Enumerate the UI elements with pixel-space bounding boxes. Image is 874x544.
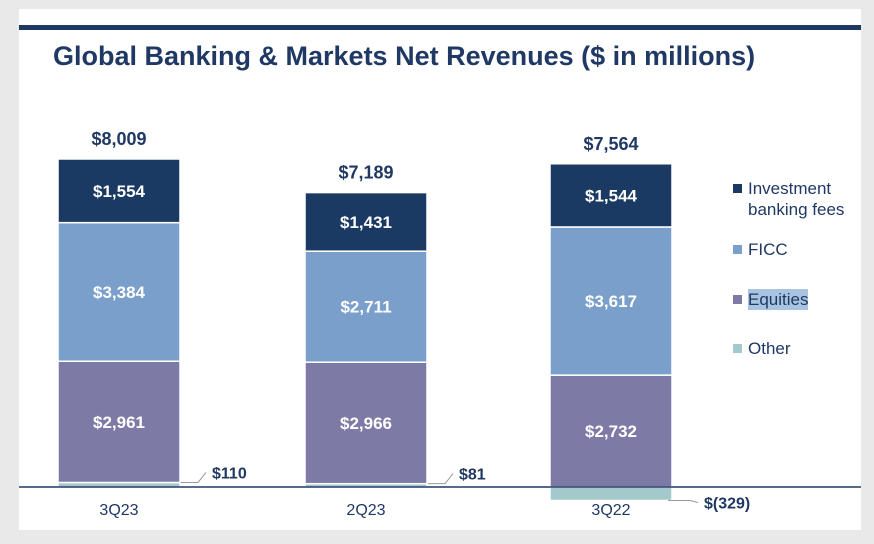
data-label-equities-3q22: $2,732 <box>585 422 637 441</box>
data-label-equities-2q23: $2,966 <box>340 414 392 433</box>
data-label-investment-banking-fees-2q23: $1,431 <box>340 213 392 232</box>
other-callout-line-2q23 <box>423 473 454 485</box>
x-tick-label-3q23: 3Q23 <box>99 502 138 519</box>
legend-label-investment-banking-fees: Investment banking fees <box>748 179 845 219</box>
total-label-3q23: $8,009 <box>91 129 146 149</box>
legend-label-equities: Equities <box>748 289 809 310</box>
legend-item-ficc: FICC <box>733 239 788 260</box>
legend-swatch-equities <box>733 295 742 304</box>
data-label-investment-banking-fees-3q23: $1,554 <box>93 182 146 201</box>
data-label-investment-banking-fees-3q22: $1,544 <box>585 186 638 205</box>
total-label-3q22: $7,564 <box>583 134 638 154</box>
data-label-ficc-3q23: $3,384 <box>93 283 146 302</box>
x-tick-label-2q23: 2Q23 <box>346 502 385 519</box>
total-label-2q23: $7,189 <box>338 163 393 183</box>
x-tick-label-3q22: 3Q22 <box>591 502 630 519</box>
data-label-other-3q23: $110 <box>212 465 247 482</box>
legend-label-other: Other <box>748 339 791 358</box>
slide: Global Banking & Markets Net Revenues ($… <box>19 9 861 530</box>
legend-item-investment-banking-fees: Investment banking fees <box>733 178 855 220</box>
legend-swatch-ficc <box>733 245 742 254</box>
data-label-equities-3q23: $2,961 <box>93 413 145 432</box>
bar-segment-investment-banking-fees-2q23 <box>304 191 428 252</box>
legend-swatch-other <box>733 344 742 353</box>
stacked-bar-chart: $110 $2,961 $3,384 $1,554 $8,009 3Q23 $81 $2,96… <box>19 129 861 519</box>
bar-segment-equities-3q23 <box>57 360 181 484</box>
other-callout-line-3q22 <box>668 499 699 503</box>
bar-segment-other-3q22 <box>549 486 673 502</box>
other-callout-line-3q23 <box>176 472 207 483</box>
bar-segment-investment-banking-fees-3q22 <box>549 163 673 228</box>
top-rule <box>19 25 861 30</box>
chart-title: Global Banking & Markets Net Revenues ($… <box>53 41 756 71</box>
legend-label-ficc: FICC <box>748 240 788 259</box>
bar-segment-ficc-3q23 <box>57 221 181 362</box>
bar-segment-ficc-3q22 <box>549 226 673 376</box>
data-label-ficc-3q22: $3,617 <box>585 292 637 311</box>
legend-item-equities: Equities <box>733 289 809 310</box>
legend-item-other: Other <box>733 338 791 359</box>
bar-segment-ficc-2q23 <box>304 250 428 363</box>
bar-segment-investment-banking-fees-3q23 <box>57 158 181 224</box>
data-label-other-3q22: $(329) <box>704 495 750 512</box>
bar-segment-equities-2q23 <box>304 361 428 485</box>
data-label-other-2q23: $81 <box>459 467 486 484</box>
data-label-ficc-2q23: $2,711 <box>340 298 391 317</box>
legend-swatch-investment-banking-fees <box>733 184 742 193</box>
